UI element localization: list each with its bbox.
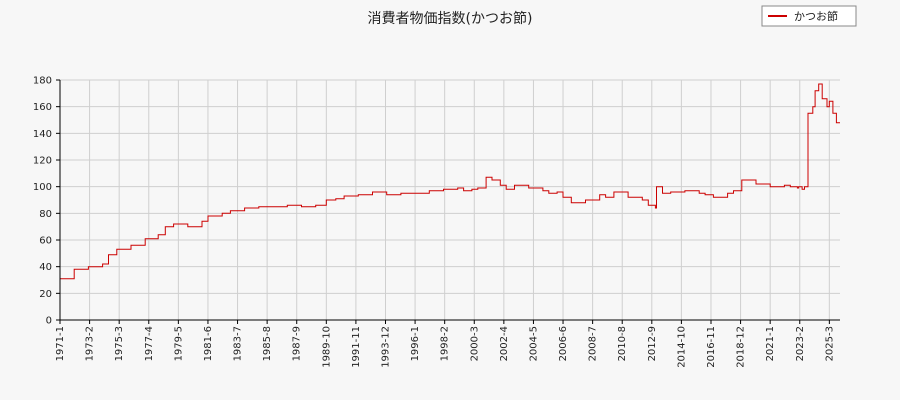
x-tick-label: 1989-10 xyxy=(321,326,332,368)
y-tick-label: 180 xyxy=(33,76,52,87)
y-tick-label: 160 xyxy=(33,102,52,113)
x-tick-label: 1985-8 xyxy=(262,326,273,361)
legend: かつお節 xyxy=(761,5,857,27)
y-tick-label: 80 xyxy=(39,209,52,220)
grid xyxy=(59,79,840,321)
x-tick-label: 2010-8 xyxy=(617,326,628,361)
x-tick-label: 2004-5 xyxy=(528,326,539,361)
y-tick-label: 140 xyxy=(33,129,52,140)
x-tick-label: 2021-1 xyxy=(765,326,776,361)
x-tick-label: 2023-2 xyxy=(795,326,806,361)
x-tick-label: 1993-12 xyxy=(380,326,391,368)
x-tick-label: 1979-5 xyxy=(173,326,184,361)
chart-title: 消費者物価指数(かつお節) xyxy=(368,10,533,27)
legend-box xyxy=(761,5,857,27)
x-tick-label: 1996-1 xyxy=(410,326,421,361)
x-tick-label: 2012-9 xyxy=(647,326,658,361)
x-tick-label: 1981-6 xyxy=(203,326,214,361)
y-tick-label: 120 xyxy=(33,156,52,167)
x-tick-label: 1983-7 xyxy=(233,326,244,361)
x-tick-label: 2008-7 xyxy=(588,326,599,361)
x-tick-label: 1973-2 xyxy=(85,326,96,361)
x-tick-label: 1971-1 xyxy=(55,326,66,361)
x-tick-label: 2006-6 xyxy=(558,326,569,361)
x-tick-label: 2000-3 xyxy=(469,326,480,361)
y-tick-label: 40 xyxy=(39,262,52,273)
legend-label: かつお節 xyxy=(794,9,838,23)
x-tick-label: 1987-9 xyxy=(292,326,303,361)
y-tick-label: 0 xyxy=(46,316,52,327)
x-tick-label: 2014-10 xyxy=(676,326,687,368)
x-tick-label: 1977-4 xyxy=(144,326,155,361)
x-tick-label: 2025-3 xyxy=(824,326,835,361)
x-tick-label: 1998-2 xyxy=(440,326,451,361)
x-tick-label: 1975-3 xyxy=(114,326,125,361)
x-tick-label: 1991-11 xyxy=(351,326,362,368)
x-tick-label: 2018-12 xyxy=(736,326,747,368)
series-layer xyxy=(60,83,840,280)
x-tick-label: 2016-11 xyxy=(706,326,717,368)
y-tick-label: 100 xyxy=(33,182,52,193)
series-line-katsuobushi xyxy=(60,83,840,280)
y-tick-label: 60 xyxy=(39,236,52,247)
y-tick-label: 20 xyxy=(39,289,52,300)
x-tick-label: 2002-4 xyxy=(499,326,510,361)
axes: 0 20 40 60 80 100 120 140 160 180 1971-1 1973-2 1975… xyxy=(33,76,840,368)
